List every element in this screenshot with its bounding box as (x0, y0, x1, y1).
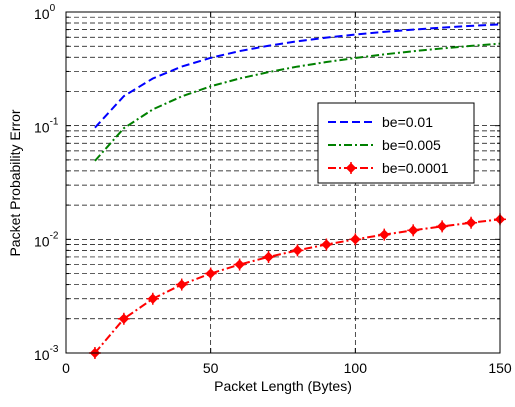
series-line-be=0.005 (94, 42, 501, 162)
series-line-be=0.0001 (94, 218, 501, 354)
x-tick-label: 150 (488, 360, 512, 376)
ticks (65, 11, 501, 354)
legend-box (317, 102, 475, 184)
y-tick-label: 10-1 (34, 117, 59, 136)
y-tick-label: 100 (34, 3, 56, 22)
x-axis-label: Packet Length (Bytes) (214, 378, 352, 394)
plot-frame (65, 11, 501, 354)
legend: be=0.01 be=0.005 be=0.0001 (317, 102, 475, 184)
tick-labels: 0 50 100 150 10-3 10-2 10-1 100 (34, 3, 512, 376)
x-tick-label: 50 (203, 360, 219, 376)
x-tick-label: 100 (344, 360, 368, 376)
series-line-be=0.01 (94, 23, 501, 129)
y-tick-label: 10-3 (34, 344, 59, 363)
legend-label: be=0.01 (382, 114, 433, 130)
y-tick-label: 10-2 (34, 230, 59, 249)
x-tick-label: 0 (62, 360, 70, 376)
legend-label: be=0.0001 (382, 160, 449, 176)
y-axis-label: Packet Probability Error (7, 109, 23, 256)
legend-label: be=0.005 (382, 137, 441, 153)
